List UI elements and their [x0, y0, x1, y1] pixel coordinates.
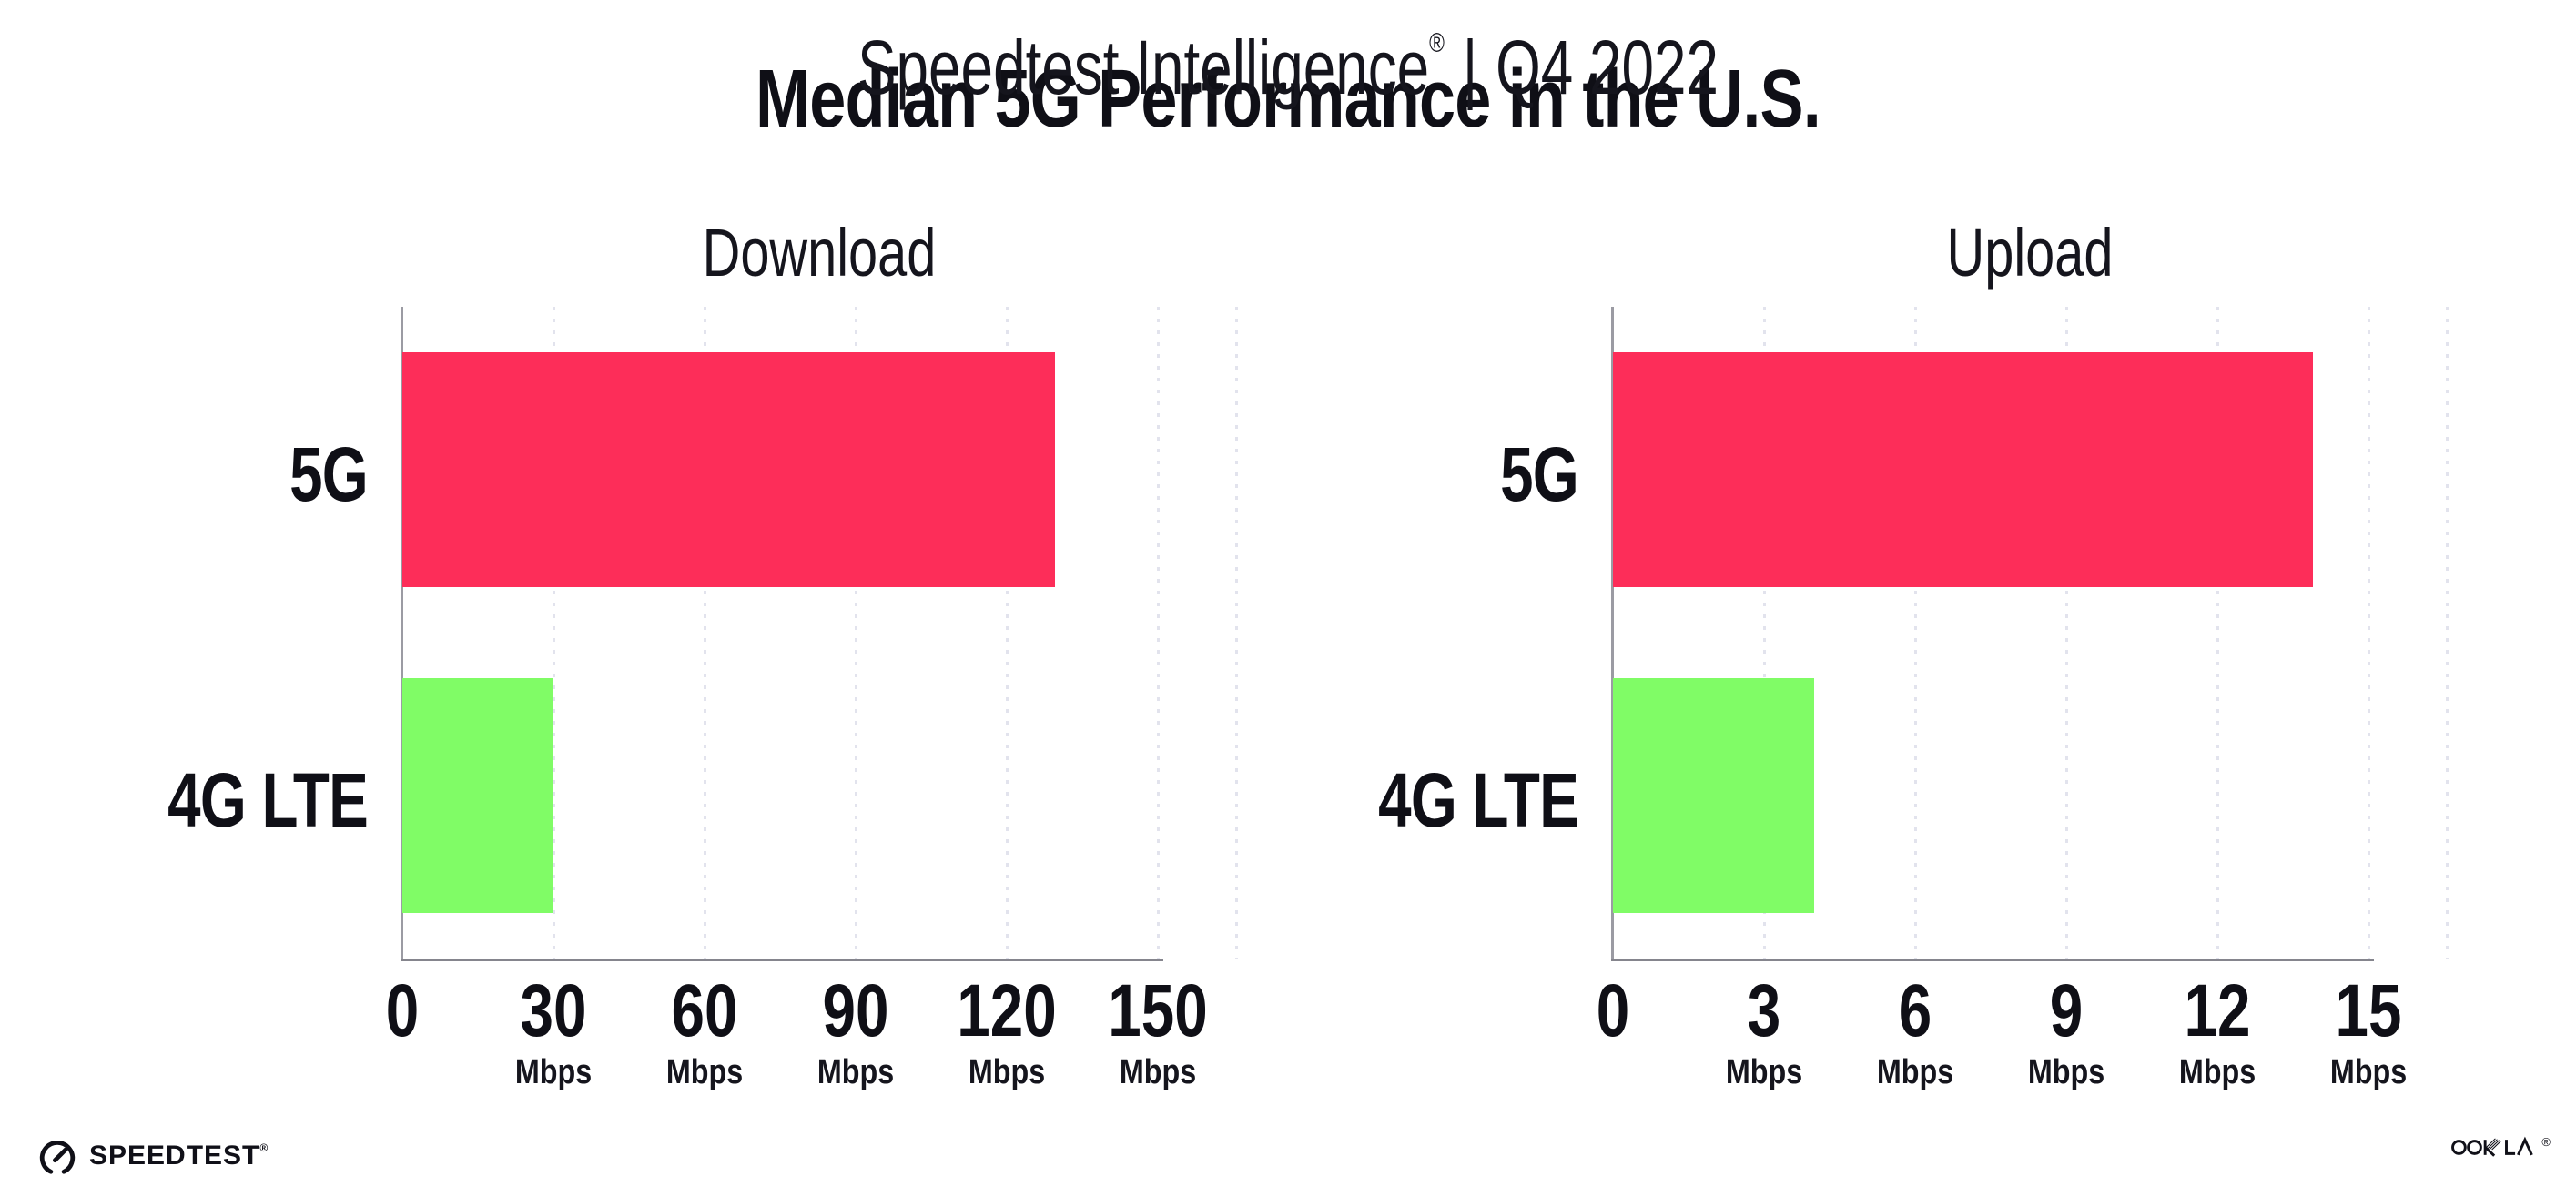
gridline-15 [2368, 307, 2370, 959]
x-tick-unit-30: Mbps [514, 1053, 593, 1091]
gridline-3 [1763, 307, 1766, 959]
page-title: Median 5G Performance in the U.S. [756, 54, 1821, 146]
category-label-5g: 5G [289, 431, 369, 517]
x-tick-unit-15: Mbps [2329, 1053, 2408, 1091]
category-label-4g-lte: 4G LTE [167, 757, 369, 843]
gridline-60 [704, 307, 706, 959]
x-tick-label-150: 150 [1108, 969, 1208, 1052]
bar-5g [1613, 352, 2313, 587]
x-axis-line [1611, 959, 2374, 961]
x-tick-label-30: 30 [520, 969, 587, 1052]
chart-title-upload: Upload [1946, 215, 2114, 290]
x-tick-label-90: 90 [822, 969, 889, 1052]
subtitle: Speedtest Intelligence® | Q4 2022 [309, 0, 2267, 111]
x-tick-label-3: 3 [1747, 969, 1781, 1052]
gridline-9 [2065, 307, 2068, 959]
registered-trademark-symbol: ® [1429, 28, 1445, 58]
gridline-12 [2216, 307, 2219, 959]
speedtest-logo: SPEEDTEST® [36, 1129, 268, 1183]
speedtest-wordmark: SPEEDTEST® [89, 1141, 269, 1171]
x-axis-line [401, 959, 1163, 961]
x-tick-label-15: 15 [2335, 969, 2402, 1052]
speedtest-trademark-symbol: ® [259, 1141, 269, 1154]
y-axis-spine [401, 307, 403, 961]
subtitle-period: Q4 2022 [1496, 25, 1719, 110]
category-label-5g: 5G [1500, 431, 1579, 517]
x-tick-unit-150: Mbps [1119, 1053, 1197, 1091]
x-tick-unit-120: Mbps [968, 1053, 1046, 1091]
ookla-logo: ® [2451, 1136, 2551, 1159]
x-tick-unit-9: Mbps [2027, 1053, 2105, 1091]
y-axis-spine [1611, 307, 1614, 961]
x-tick-label-12: 12 [2184, 969, 2251, 1052]
subtitle-product: Speedtest Intelligence [857, 25, 1430, 110]
category-label-4g-lte: 4G LTE [1378, 757, 1579, 843]
x-tick-unit-90: Mbps [816, 1053, 895, 1091]
bar-4g-lte [402, 678, 553, 913]
ookla-trademark-symbol: ® [2541, 1135, 2551, 1149]
speedtest-gauge-icon [39, 1141, 76, 1174]
gridline-30 [553, 307, 555, 959]
gridline-150 [1157, 307, 1160, 959]
bar-4g-lte [1613, 678, 1814, 913]
x-tick-unit-3: Mbps [1725, 1053, 1803, 1091]
gridline-plot-right-edge [2446, 307, 2449, 959]
x-tick-unit-60: Mbps [665, 1053, 744, 1091]
x-tick-label-0: 0 [1596, 969, 1630, 1052]
ookla-wordmark-icon [2451, 1136, 2534, 1157]
gridline-6 [1914, 307, 1917, 959]
subtitle-separator: | [1462, 25, 1478, 110]
gridline-90 [855, 307, 857, 959]
x-tick-label-9: 9 [2049, 969, 2084, 1052]
gridline-plot-right-edge [1235, 307, 1238, 959]
x-tick-label-6: 6 [1898, 969, 1932, 1052]
chart-title-download: Download [702, 215, 937, 290]
x-tick-unit-6: Mbps [1876, 1053, 1954, 1091]
x-tick-label-60: 60 [671, 969, 738, 1052]
x-tick-unit-12: Mbps [2178, 1053, 2257, 1091]
bar-5g [402, 352, 1055, 587]
gridline-120 [1006, 307, 1009, 959]
x-tick-label-0: 0 [385, 969, 420, 1052]
x-tick-label-120: 120 [957, 969, 1057, 1052]
